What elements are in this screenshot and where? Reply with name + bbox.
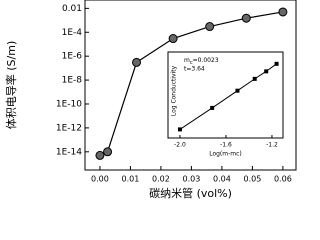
data-point [168,34,178,44]
x-tick-label: 0.06 [274,175,292,184]
inset-point [264,69,269,74]
annotation-subscript: c [190,60,193,66]
y-tick-label: 1E-4 [62,28,83,38]
inset-x-title: Log(m-mc) [209,151,242,158]
annotation-part: m [184,57,190,64]
data-point [278,7,288,17]
inset-point [274,61,279,66]
y-tick-label: 1E-10 [56,99,82,109]
y-tick-label: 1E-12 [56,123,82,133]
data-point [132,57,142,67]
data-point [205,22,215,32]
inset-point [210,105,215,110]
x-tick-label: 0.00 [91,175,109,184]
data-point [103,147,113,157]
x-tick-label: 0.03 [183,175,201,184]
chart: 0.01 1E-4 1E-6 1E-8 1E-10 1E-12 1E-14 0.00 0.01 0… [4,0,297,200]
x-axis-title: 碳纳米管 (vol%) [149,186,232,200]
inset-x-tick-label: -1.6 [220,142,232,149]
inset-y-title: Log Conductivity [171,65,178,116]
inset-point [177,127,182,132]
y-tick-label: 1E-8 [62,76,83,86]
x-tick-label: 0.04 [213,175,231,184]
y-tick-label: 0.01 [62,4,82,14]
annotation: mc=0.0023 [184,57,219,66]
x-tick-label: 0.01 [122,175,140,184]
y-tick-label: 1E-14 [56,147,82,157]
annotation-part: =0.0023 [193,57,219,64]
data-point [241,13,251,23]
inset-x-tick-label: -1.2 [266,142,278,149]
x-tick-label: 0.05 [243,175,261,184]
y-axis-title: 体积电导率 (S/m) [4,41,18,129]
inset-point [252,76,257,81]
x-tick-label: 0.02 [152,175,170,184]
annotation: t=3.64 [184,66,205,73]
plot-frame [84,0,297,171]
inset-x-tick-label: -2.0 [174,142,186,149]
data-point [95,150,105,160]
inset-point [235,88,240,93]
y-tick-label: 1E-6 [62,52,83,62]
inset-frame [167,51,284,139]
